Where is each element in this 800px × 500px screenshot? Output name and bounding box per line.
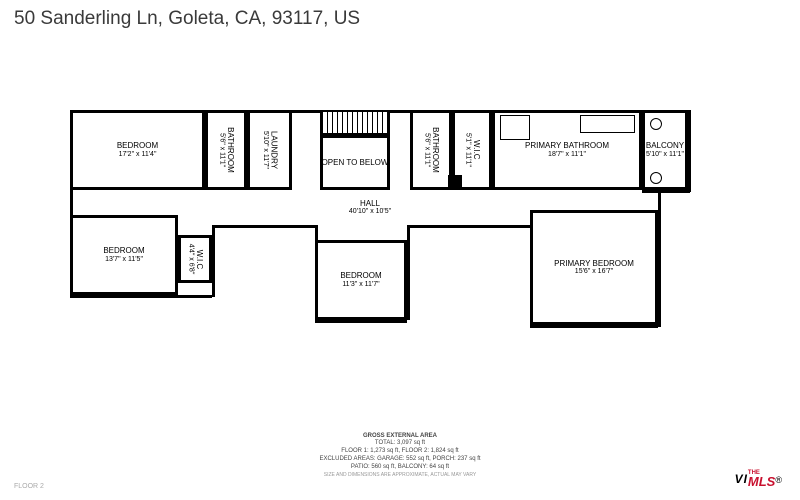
room-label-bedroom1: BEDROOM17'2" x 11'4" (117, 141, 158, 159)
wall-segment (642, 190, 690, 193)
footer-l1: GROSS EXTERNAL AREA (319, 433, 480, 441)
wall-segment (212, 225, 315, 228)
room-label-bath2: BATHROOM5'6" x 11'1" (422, 127, 440, 173)
logo-vi: VI (735, 472, 748, 486)
footer-l4: EXCLUDED AREAS: GARAGE: 552 sq ft, PORCH… (319, 456, 480, 464)
room-label-open: OPEN TO BELOW (322, 158, 389, 168)
room-label-bedroom3: BEDROOM11'3" x 11'7" (340, 271, 381, 289)
stairs (320, 110, 390, 135)
floor-tag: FLOOR 2 (14, 483, 44, 490)
property-address: 50 Sanderling Ln, Goleta, CA, 93117, US (14, 8, 360, 30)
footer-l3: FLOOR 1: 1,273 sq ft, FLOOR 2: 1,824 sq … (319, 448, 480, 456)
wall-segment (315, 320, 407, 323)
column (448, 175, 462, 189)
room-label-balcony: BALCONY5'10" x 11'1" (646, 141, 684, 159)
wall-segment (407, 225, 410, 320)
room-label-pbath: PRIMARY BATHROOM18'7" x 11'1" (525, 141, 609, 159)
room-label-wic2: W.I.C5'1" x 11'1" (463, 133, 481, 167)
fixture (500, 115, 530, 140)
floor-plan: BEDROOM17'2" x 11'4" BATHROOM5'6" x 11'1"… (40, 80, 760, 390)
logo-mls: MLS (748, 474, 775, 489)
footer-l5: PATIO: 560 sq ft, BALCONY: 64 sq ft (319, 464, 480, 472)
footer-l2: TOTAL: 3,097 sq ft (319, 440, 480, 448)
room-label-bath1: BATHROOM5'6" x 11'1" (217, 127, 235, 173)
wall-segment (530, 325, 658, 328)
wall-segment (658, 190, 661, 327)
area-footer: GROSS EXTERNAL AREA TOTAL: 3,097 sq ft F… (319, 433, 480, 478)
logo-r: ® (775, 475, 782, 485)
wall-segment (212, 225, 215, 297)
wall-segment (70, 295, 212, 298)
wall-segment (407, 225, 530, 228)
mls-logo: VITHEMLS® (735, 472, 782, 488)
room-label-wic1: W.I.C4'4" x 6'8" (186, 244, 204, 275)
fixture (650, 118, 662, 130)
wall-segment (688, 110, 691, 192)
room-label-hall: HALL40'10" x 10'5" (349, 199, 391, 217)
footer-l6: SIZE AND DIMENSIONS ARE APPROXIMATE, ACT… (319, 472, 480, 479)
fixture (580, 115, 635, 133)
fixture (650, 172, 662, 184)
room-label-bedroom2: BEDROOM13'7" x 11'5" (103, 246, 144, 264)
room-label-laundry: LAUNDRY5'10" x 11'7" (261, 131, 279, 169)
room-label-pbedroom: PRIMARY BEDROOM15'6" x 16'7" (554, 259, 634, 277)
